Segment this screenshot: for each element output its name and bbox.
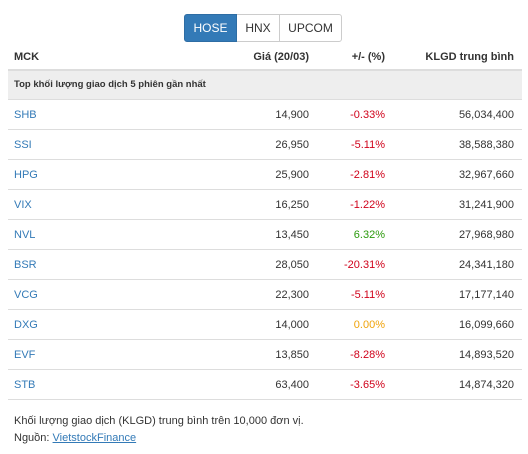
table-row: BSR 28,050 -20.31% 24,341,180: [8, 250, 522, 280]
table-row: VCG 22,300 -5.11% 17,177,140: [8, 280, 522, 310]
column-header-price: Giá (20/03): [253, 51, 309, 63]
stock-symbol-link[interactable]: EVF: [14, 349, 36, 361]
stock-symbol-link[interactable]: SHB: [14, 109, 37, 121]
price-cell: 26,950: [275, 139, 309, 151]
change-cell: -0.33%: [350, 109, 385, 121]
price-cell: 13,450: [275, 229, 309, 241]
table-row: STB 63,400 -3.65% 14,874,320: [8, 370, 522, 400]
volume-cell: 32,967,660: [458, 169, 514, 181]
table-header: MCK Giá (20/03) +/- (%) KLGD trung bình: [8, 44, 522, 71]
price-cell: 14,000: [275, 319, 309, 331]
stock-symbol-link[interactable]: HPG: [14, 169, 38, 181]
stock-symbol-link[interactable]: BSR: [14, 259, 37, 271]
price-cell: 14,900: [275, 109, 309, 121]
source-link[interactable]: VietstockFinance: [52, 432, 137, 444]
stock-symbol-link[interactable]: STB: [14, 379, 36, 391]
column-header-symbol: MCK: [14, 51, 40, 63]
stock-symbol-link[interactable]: VCG: [14, 289, 38, 301]
volume-cell: 56,034,400: [458, 109, 514, 121]
change-cell: -3.65%: [350, 379, 385, 391]
price-cell: 13,850: [275, 349, 309, 361]
price-cell: 16,250: [275, 199, 309, 211]
volume-cell: 14,874,320: [458, 379, 514, 391]
change-cell: 0.00%: [353, 319, 385, 331]
stock-symbol-link[interactable]: VIX: [14, 199, 32, 211]
volume-cell: 31,241,900: [458, 199, 514, 211]
group-row: Top khối lượng giao dịch 5 phiên gần nhấ…: [8, 71, 522, 100]
tab-upcom[interactable]: UPCOM: [279, 14, 342, 42]
change-cell: 6.32%: [353, 229, 385, 241]
table-row: VIX 16,250 -1.22% 31,241,900: [8, 190, 522, 220]
footnote: Khối lượng giao dịch (KLGD) trung bình t…: [14, 415, 304, 427]
exchange-tabs: HOSE HNX UPCOM: [184, 14, 342, 42]
volume-cell: 14,893,520: [458, 349, 514, 361]
table-row: SSI 26,950 -5.11% 38,588,380: [8, 130, 522, 160]
table-row: HPG 25,900 -2.81% 32,967,660: [8, 160, 522, 190]
price-cell: 22,300: [275, 289, 309, 301]
change-cell: -5.11%: [350, 139, 385, 151]
stock-symbol-link[interactable]: DXG: [14, 319, 38, 331]
price-cell: 28,050: [275, 259, 309, 271]
change-cell: -5.11%: [350, 289, 385, 301]
volume-cell: 27,968,980: [458, 229, 514, 241]
change-cell: -2.81%: [350, 169, 385, 181]
source-line: Nguồn: VietstockFinance: [14, 432, 136, 444]
change-cell: -20.31%: [344, 259, 385, 271]
tab-hnx[interactable]: HNX: [236, 14, 280, 42]
volume-cell: 24,341,180: [458, 259, 514, 271]
table-row: EVF 13,850 -8.28% 14,893,520: [8, 340, 522, 370]
column-header-change: +/- (%): [351, 51, 385, 63]
volume-cell: 17,177,140: [458, 289, 514, 301]
change-cell: -1.22%: [350, 199, 385, 211]
price-cell: 25,900: [275, 169, 309, 181]
change-cell: -8.28%: [350, 349, 385, 361]
volume-cell: 38,588,380: [458, 139, 514, 151]
table-row: DXG 14,000 0.00% 16,099,660: [8, 310, 522, 340]
stock-symbol-link[interactable]: NVL: [14, 229, 36, 241]
tab-hose[interactable]: HOSE: [184, 14, 237, 42]
table-row: NVL 13,450 6.32% 27,968,980: [8, 220, 522, 250]
stock-symbol-link[interactable]: SSI: [14, 139, 32, 151]
source-label: Nguồn:: [14, 432, 50, 444]
table-body: SHB 14,900 -0.33% 56,034,400 SSI 26,950 -5.11%…: [8, 100, 522, 400]
table-row: SHB 14,900 -0.33% 56,034,400: [8, 100, 522, 130]
price-cell: 63,400: [275, 379, 309, 391]
group-title: Top khối lượng giao dịch 5 phiên gần nhấ…: [14, 79, 206, 90]
column-header-volume: KLGD trung bình: [425, 51, 514, 63]
volume-cell: 16,099,660: [458, 319, 514, 331]
